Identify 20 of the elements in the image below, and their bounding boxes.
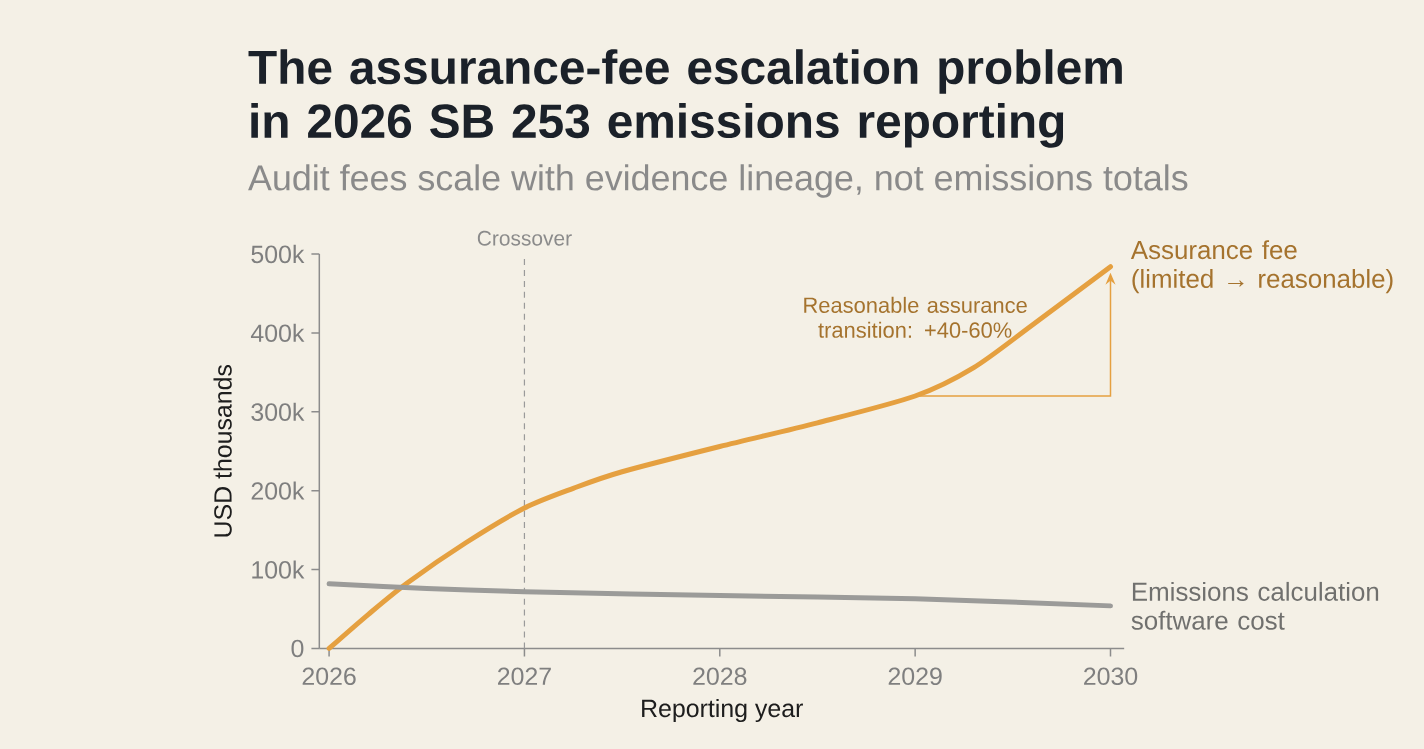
y-axis-title: USD thousands: [213, 364, 232, 537]
x-axis-title: Reporting year: [642, 698, 803, 723]
y-tick-label: 100k: [252, 560, 305, 579]
y-tick-label: 300k: [251, 402, 305, 421]
y-tick-label: 0: [291, 639, 304, 658]
chart-subtitle: Audit fees scale with evidence lineage, not emissions totals: [248, 164, 1188, 198]
x-tick-label: 2029: [888, 667, 942, 686]
line-series: [326, 264, 1113, 651]
x-tick-label: 2030: [1084, 667, 1138, 686]
y-tick-label: 200k: [251, 481, 305, 500]
series-label: Emissions calculation software cost: [1131, 581, 1379, 630]
ref-line-label: Crossover: [477, 230, 572, 246]
y-tick-label: 400k: [250, 323, 305, 343]
x-tick-label: 2027: [497, 667, 551, 686]
chart-title: The assurance-fee escalation problem in 2026 SB 253 emissions reporting: [248, 49, 1122, 148]
x-tick-label: 2028: [693, 667, 747, 686]
y-tick-label: 500k: [251, 244, 305, 264]
x-tick-label: 2026: [302, 667, 356, 686]
annotation: Reasonable assurance transition: +40-60%: [804, 296, 1027, 338]
legend-label: Assurance fee (limited → reasonable): [1130, 240, 1393, 294]
